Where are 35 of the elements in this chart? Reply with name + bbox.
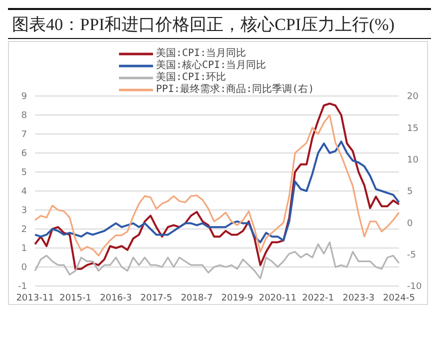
y2-tick-label: -5 [407,250,416,261]
y-tick-label: 3 [21,206,27,216]
x-tick-label: 2019-9 [221,293,254,304]
y2-tick-label: 15 [407,124,418,134]
legend-label: PPI:最终需求:商品:同比季调(右) [156,84,314,96]
y2-tick-label: 5 [407,187,413,198]
line-series [34,242,400,280]
y-tick-label: 8 [21,111,28,122]
y-tick-label: 5 [21,168,27,178]
y2-tick-label: -10 [407,282,422,292]
y-tick-label: 2 [21,225,27,236]
x-tick-label: 2024-5 [383,293,415,304]
legend-label: 美国:核心CPI:当月同比 [156,60,266,72]
y-tick-label: 9 [21,92,28,102]
y2-tick-label: 20 [407,92,419,102]
y2-tick-label: 10 [407,156,419,166]
x-tick-label: 2022-1 [302,293,334,304]
x-tick-label: 2016-3 [100,293,132,304]
x-tick-label: 2015-1 [60,293,92,304]
y-tick-label: 7 [21,130,27,140]
chart-title: 图表40：PPI和进口价格回正，核心CPI压力上行(%) [8,8,431,39]
y2-tick-label: 0 [407,218,413,229]
x-tick-label: 2013-11 [16,293,54,304]
legend-label: 美国:CPI:环比 [156,72,226,84]
x-tick-label: 2020-11 [258,293,296,304]
line-series [34,140,400,244]
x-tick-label: 2023-3 [342,293,374,304]
y-tick-label: 0 [21,263,28,274]
y-tick-label: -1 [18,282,27,292]
y-tick-label: 6 [21,149,28,160]
x-tick-label: 2018-7 [180,293,213,304]
y-tick-label: 4 [21,187,28,198]
legend-label: 美国:CPI:当月同比 [156,48,246,60]
x-tick-label: 2017-5 [140,293,172,304]
y-tick-label: 1 [21,244,27,254]
